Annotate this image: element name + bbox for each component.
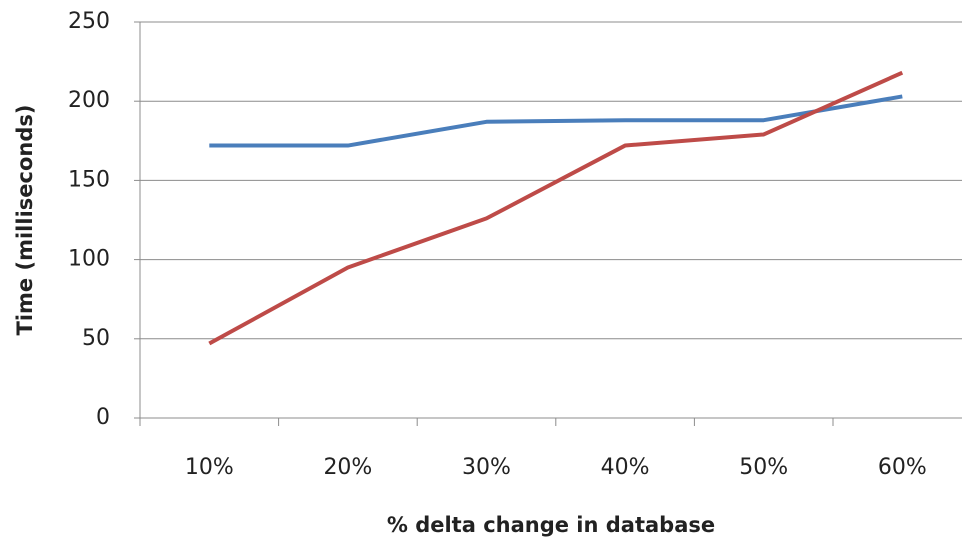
y-tick-label: 50 <box>82 326 110 351</box>
y-tick-label: 100 <box>68 247 110 272</box>
x-tick-label: 30% <box>462 455 511 480</box>
x-tick-label: 10% <box>185 455 234 480</box>
y-tick-label: 150 <box>68 167 110 192</box>
x-tick-label: 60% <box>878 455 927 480</box>
x-axis-title: % delta change in database <box>387 513 715 537</box>
chart: % delta change in database Time (millise… <box>0 0 962 544</box>
y-tick-label: 200 <box>68 88 110 113</box>
y-tick-label: 0 <box>96 405 110 430</box>
x-tick-label: 40% <box>601 455 650 480</box>
y-axis-title: Time (milliseconds) <box>13 105 37 336</box>
x-tick-label: 20% <box>323 455 372 480</box>
x-tick-label: 50% <box>739 455 788 480</box>
y-tick-label: 250 <box>68 9 110 34</box>
